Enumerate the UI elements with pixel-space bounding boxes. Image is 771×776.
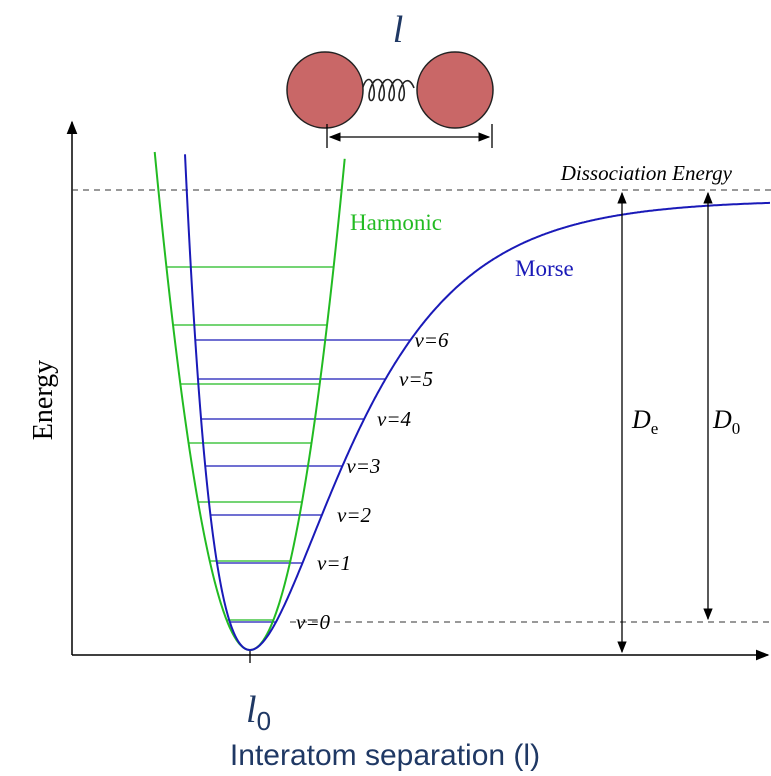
x-axis-label: Interatom separation (l) — [230, 739, 540, 772]
atom — [287, 52, 363, 128]
level-label: v=4 — [377, 407, 411, 431]
molecule-label: l — [393, 9, 404, 51]
harmonic-label: Harmonic — [350, 210, 442, 235]
morse-label: Morse — [515, 256, 574, 281]
de-symbol: D — [631, 405, 651, 434]
spring — [362, 80, 414, 101]
x-tick-label: l0 — [246, 689, 271, 736]
level-label: v=5 — [399, 367, 433, 391]
de-label: De — [631, 405, 658, 438]
x-tick-symbol: l — [246, 689, 257, 731]
morse-curve — [185, 154, 770, 650]
level-label: v=3 — [346, 454, 380, 478]
de-subscript: e — [651, 419, 659, 438]
level-label: v=2 — [337, 503, 371, 527]
level-label: v=1 — [317, 551, 351, 575]
d0-label: D0 — [712, 405, 740, 438]
d0-symbol: D — [712, 405, 732, 434]
level-label: v=6 — [414, 328, 448, 352]
y-axis-label: Energy — [28, 360, 59, 440]
d0-subscript: 0 — [732, 419, 741, 438]
curves: v=0 v=1 v=2 v=3 v=4 v=5 v=6 — [155, 152, 770, 650]
harmonic-curve — [155, 152, 345, 650]
diagram: l v=0 v=1 v=2 v=3 v=4 v=5 v=6 Dissociation Ene… — [0, 0, 771, 776]
x-tick-subscript: 0 — [257, 706, 271, 736]
level-label: v=0 — [296, 610, 330, 634]
atom — [417, 52, 493, 128]
dissociation-label: Dissociation Energy — [560, 161, 733, 185]
